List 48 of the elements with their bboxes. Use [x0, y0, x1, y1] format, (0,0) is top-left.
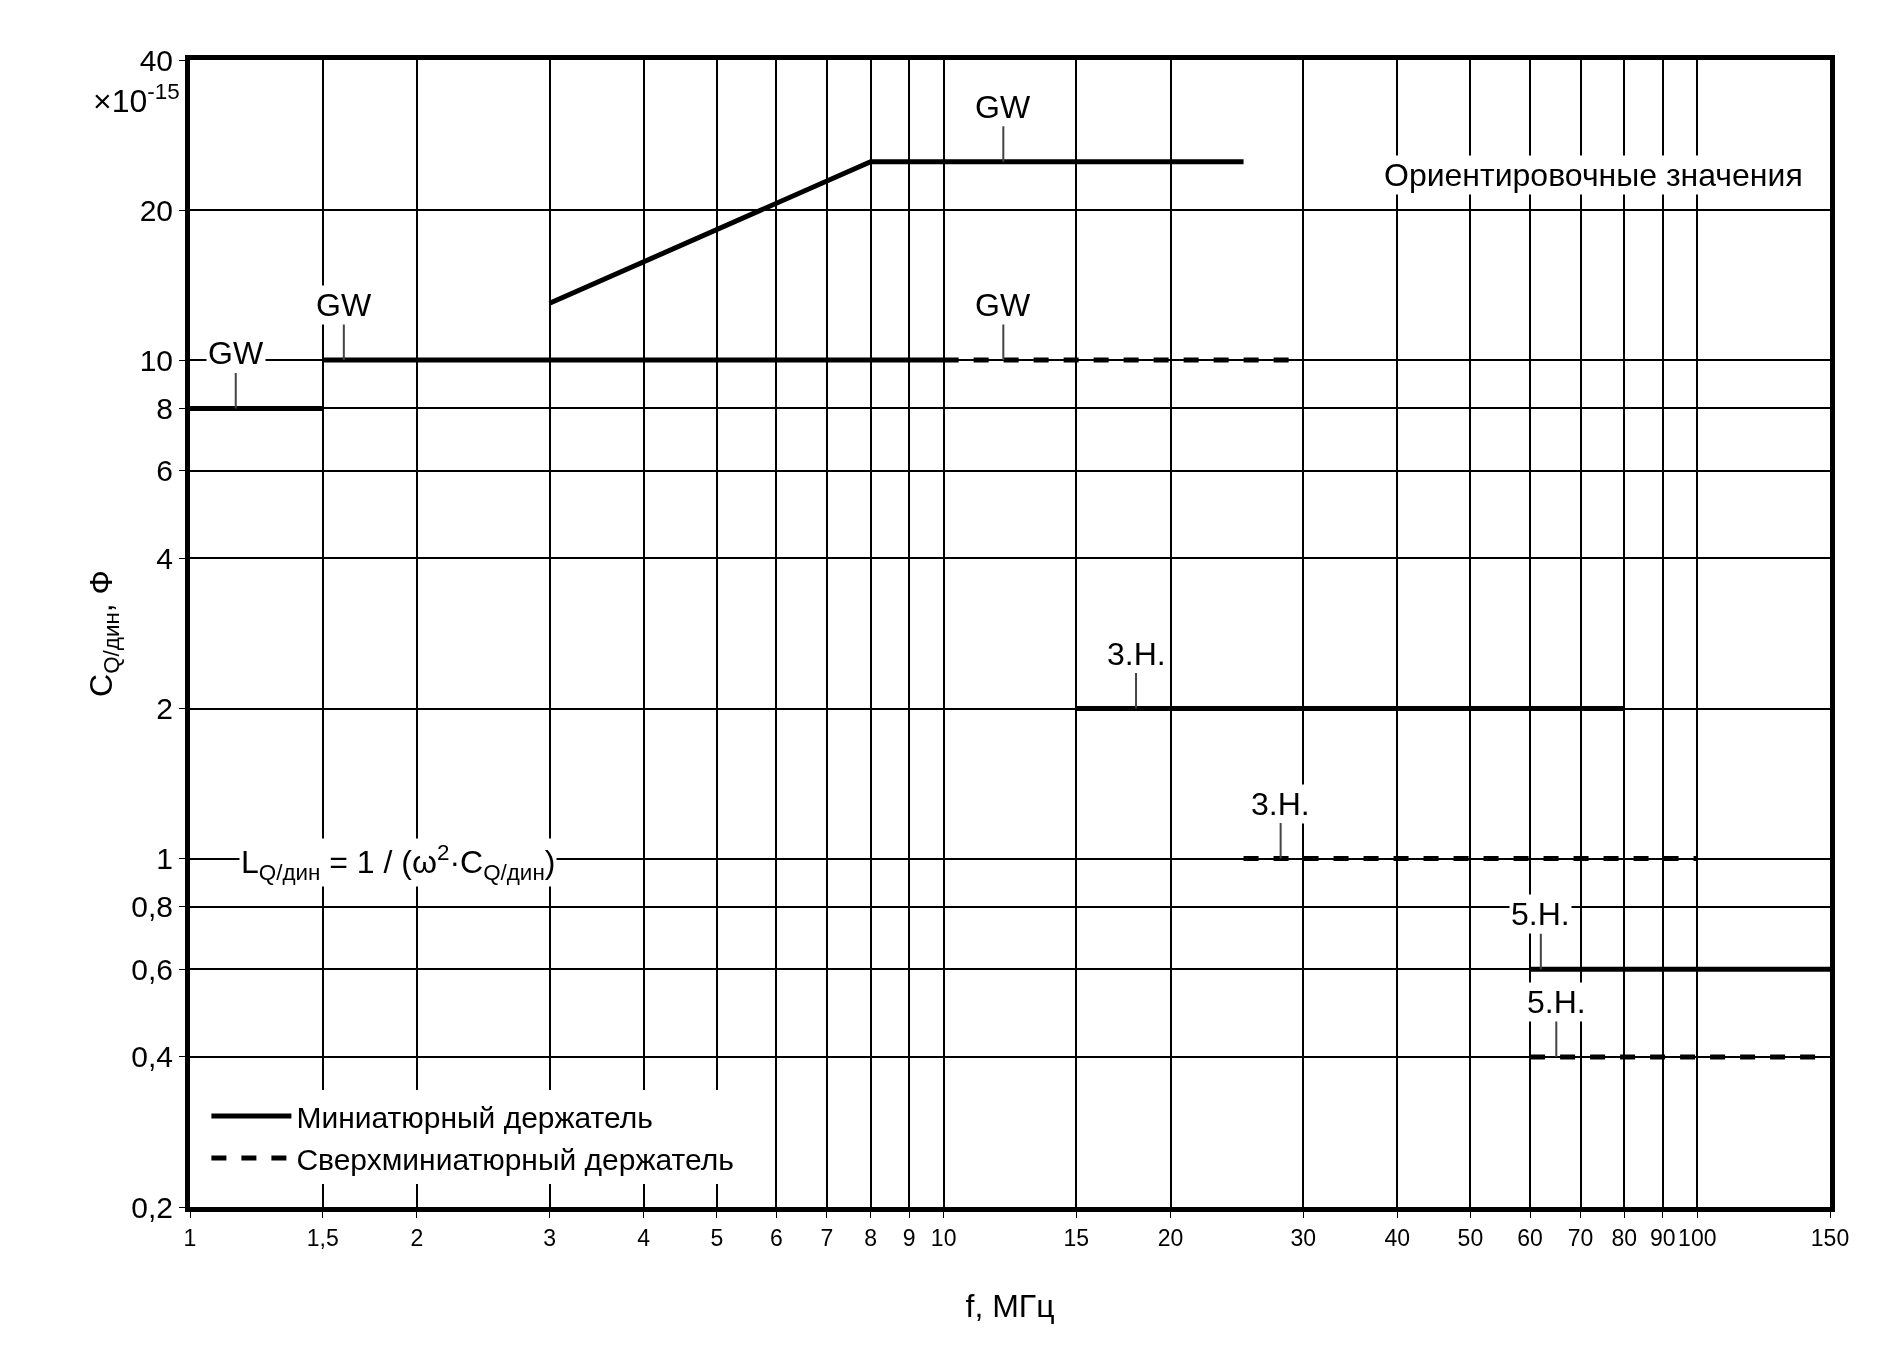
y-tick-label: 10: [139, 343, 173, 377]
annotation: L$_{Q/дин}$ = 1 / (ω$^{2}$·C$_{Q/дин}$): [241, 840, 556, 886]
x-tick-label: 150: [1810, 1224, 1850, 1251]
y-tick-label: 0,4: [131, 1040, 173, 1074]
y-tick-label: 1: [156, 842, 173, 876]
x-tick-label: 100: [1678, 1224, 1717, 1251]
legend-label: Миниатюрный держатель: [296, 1100, 653, 1134]
x-tick-label: 9: [902, 1224, 916, 1251]
y-tick-label: 0,8: [131, 890, 173, 924]
x-tick-label: 80: [1611, 1224, 1638, 1251]
annotation: GW: [208, 335, 264, 371]
y-tick-label: 40: [139, 43, 173, 77]
x-tick-label: 50: [1457, 1224, 1484, 1251]
x-tick-label: 3: [543, 1224, 556, 1251]
x-tick-label: 30: [1290, 1224, 1317, 1251]
legend-label: Сверхминиатюрный держатель: [296, 1142, 734, 1176]
y-tick-label: 2: [156, 692, 173, 726]
x-tick-label: 70: [1567, 1224, 1594, 1251]
x-tick-label: 6: [770, 1224, 783, 1251]
x-tick-label: 1,5: [306, 1224, 339, 1251]
annotation: GW: [975, 89, 1031, 125]
text: ×10$^{-15}$: [93, 79, 180, 120]
x-tick-label: 4: [637, 1224, 651, 1251]
x-tick-label: 60: [1517, 1224, 1543, 1251]
x-tick-label: 40: [1384, 1224, 1411, 1251]
x-tick-label: 10: [930, 1224, 957, 1251]
x-axis-title: f, МГц: [965, 1288, 1055, 1324]
x-tick-label: 1: [183, 1224, 197, 1251]
x-tick-label: 20: [1157, 1224, 1184, 1251]
annotation: GW: [975, 287, 1031, 323]
annotation: 5.Н.: [1527, 984, 1586, 1020]
y-tick-label: 8: [156, 391, 173, 425]
x-tick-label: 15: [1063, 1224, 1090, 1251]
y-tick-label: 4: [156, 541, 173, 575]
x-tick-label: 8: [864, 1224, 878, 1251]
annotation: 3.Н.: [1107, 636, 1166, 672]
y-tick-label: 0,6: [131, 952, 173, 986]
annotation: Ориентировочные значения: [1384, 157, 1803, 193]
annotation: 3.Н.: [1251, 786, 1310, 822]
y-tick-label: 6: [156, 454, 173, 488]
y-tick-label: 20: [139, 193, 173, 227]
y-tick-label: 0,2: [131, 1190, 173, 1224]
x-tick-label: 5: [710, 1224, 724, 1251]
x-tick-label: 90: [1650, 1224, 1676, 1251]
x-tick-label: 7: [820, 1224, 834, 1251]
annotation: GW: [316, 287, 372, 323]
annotation: 5.Н.: [1511, 896, 1570, 932]
x-tick-label: 2: [410, 1224, 424, 1251]
